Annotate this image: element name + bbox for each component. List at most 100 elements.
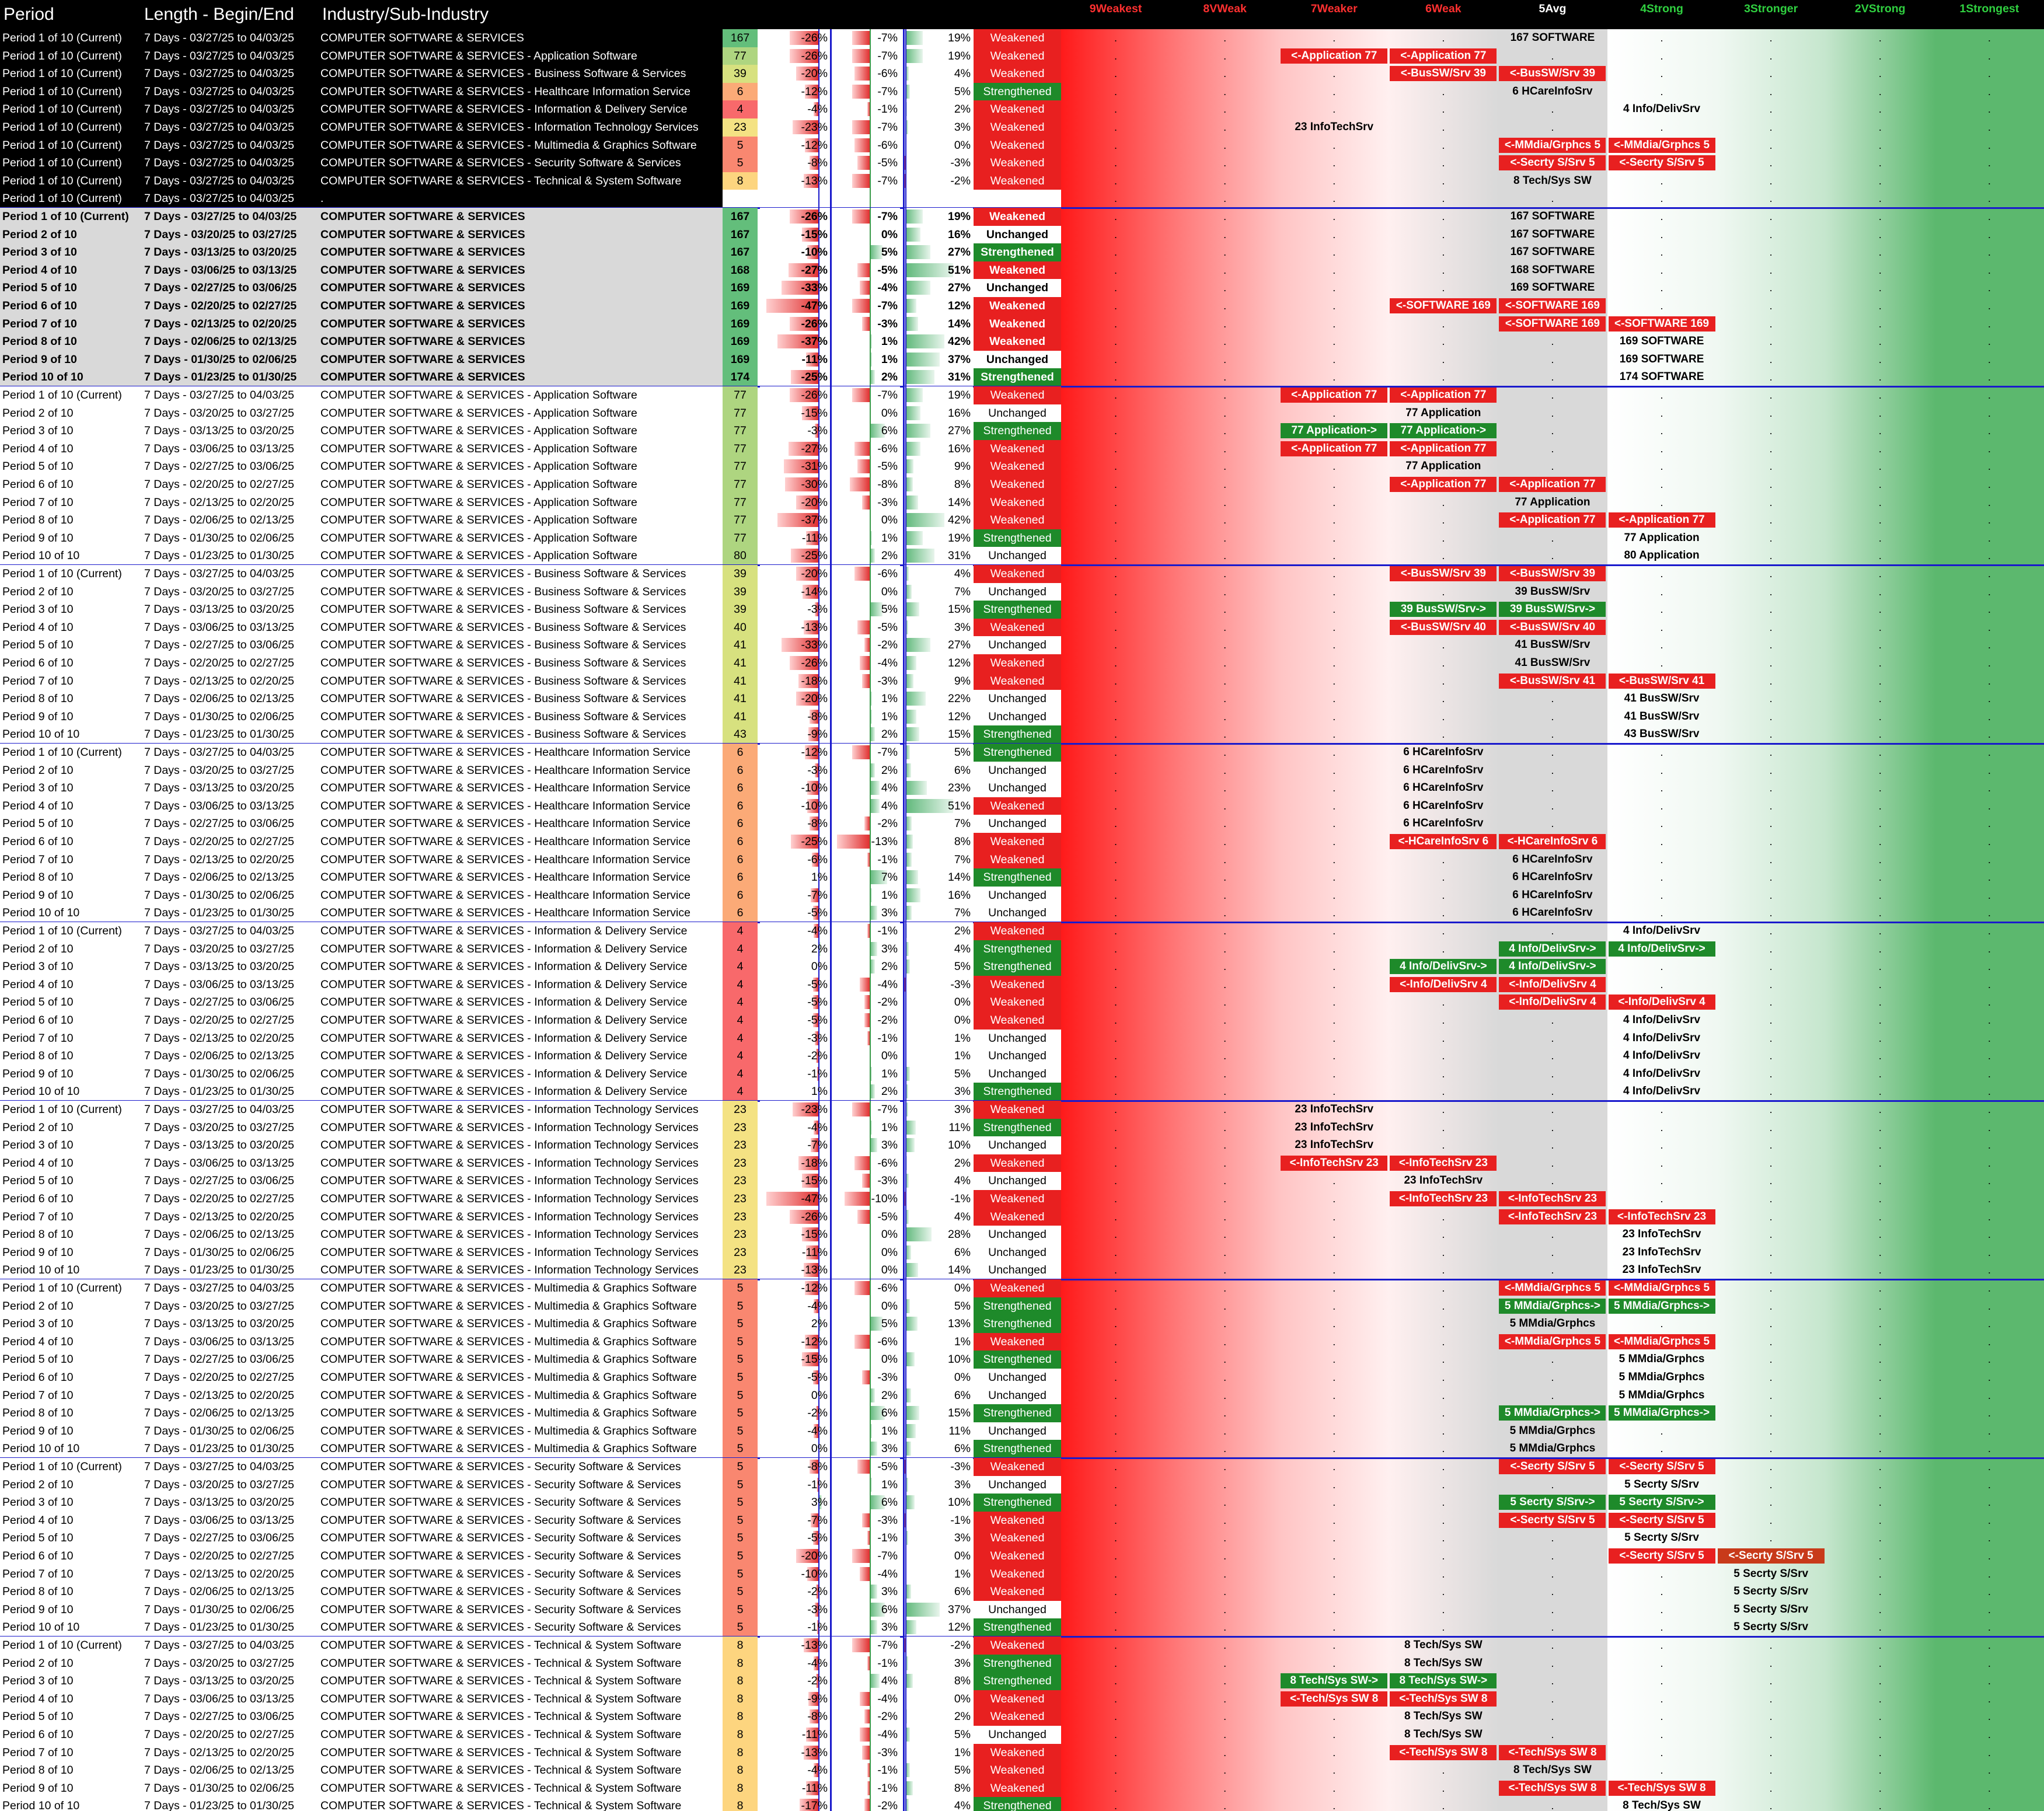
header-zone-3[interactable]: 7Weaker <box>1310 2 1358 15</box>
zone-label[interactable]: 174 SOFTWARE <box>1619 371 1704 383</box>
zone-label[interactable]: <-BusSW/Srv 39 <box>1390 566 1497 581</box>
table-row[interactable]: Period 1 of 10 (Current) 7 Days - 03/27/2… <box>0 565 2044 583</box>
zone-label[interactable]: <-Application 77 <box>1390 48 1497 64</box>
table-row[interactable]: Period 4 of 10 7 Days - 03/06/25 to 03/13… <box>0 261 2044 280</box>
zone-label[interactable]: <-Secrty S/Srv 5 <box>1499 1459 1606 1474</box>
table-row[interactable]: Period 1 of 10 (Current) 7 Days - 03/27/2… <box>0 1458 2044 1476</box>
zone-label[interactable]: 4 Info/DelivSrv <box>1623 924 1701 937</box>
zone-label[interactable]: 8 Tech/Sys SW <box>1513 1764 1592 1777</box>
table-row[interactable]: Period 7 of 10 7 Days - 02/13/25 to 02/20… <box>0 1386 2044 1405</box>
table-row[interactable]: Period 5 of 10 7 Days - 02/27/25 to 03/06… <box>0 1708 2044 1726</box>
table-row[interactable]: Period 7 of 10 7 Days - 02/13/25 to 02/20… <box>0 1743 2044 1762</box>
zone-label[interactable]: 39 BusSW/Srv <box>1515 585 1590 598</box>
zone-label[interactable]: 23 InfoTechSrv <box>1622 1228 1701 1241</box>
zone-label[interactable]: <-BusSW/Srv 41 <box>1608 673 1715 689</box>
zone-label[interactable]: 5 Secrty S/Srv <box>1733 1603 1809 1615</box>
table-row[interactable]: Period 8 of 10 7 Days - 02/06/25 to 02/13… <box>0 333 2044 351</box>
header-zone-6[interactable]: 4Strong <box>1640 2 1683 15</box>
table-row[interactable]: Period 2 of 10 7 Days - 03/20/25 to 03/27… <box>0 1475 2044 1494</box>
table-row[interactable]: Period 3 of 10 7 Days - 03/13/25 to 03/20… <box>0 243 2044 261</box>
zone-label[interactable]: <-Application 77 <box>1499 477 1606 492</box>
table-row[interactable]: Period 10 of 10 7 Days - 01/23/25 to 01/3… <box>0 1440 2044 1458</box>
zone-label[interactable]: <-MMdia/Grphcs 5 <box>1608 1280 1715 1296</box>
table-row[interactable]: Period 5 of 10 7 Days - 02/27/25 to 03/06… <box>0 1172 2044 1190</box>
zone-label[interactable]: 4 Info/DelivSrv-> <box>1499 959 1606 975</box>
table-row[interactable]: Period 2 of 10 7 Days - 03/20/25 to 03/27… <box>0 225 2044 244</box>
table-row[interactable]: Period 6 of 10 7 Days - 02/20/25 to 02/27… <box>0 1726 2044 1744</box>
table-row[interactable]: Period 1 of 10 (Current) 7 Days - 03/27/2… <box>0 190 2044 208</box>
header-zone-9[interactable]: 1Strongest <box>1959 2 2019 15</box>
table-row[interactable]: Period 9 of 10 7 Days - 01/30/25 to 02/06… <box>0 886 2044 905</box>
zone-label[interactable]: 5 MMdia/Grphcs <box>1509 1317 1596 1330</box>
header-zone-1[interactable]: 9Weakest <box>1089 2 1142 15</box>
zone-label[interactable]: 4 Info/DelivSrv <box>1623 1049 1701 1062</box>
zone-label[interactable]: 77 Application <box>1405 406 1481 419</box>
zone-label[interactable]: 8 Tech/Sys SW <box>1404 1639 1483 1651</box>
table-row[interactable]: Period 5 of 10 7 Days - 02/27/25 to 03/06… <box>0 458 2044 476</box>
zone-label[interactable]: 41 BusSW/Srv <box>1515 657 1590 669</box>
table-row[interactable]: Period 4 of 10 7 Days - 03/06/25 to 03/13… <box>0 439 2044 458</box>
zone-label[interactable]: 80 Application <box>1624 549 1700 562</box>
table-row[interactable]: Period 6 of 10 7 Days - 02/20/25 to 02/27… <box>0 654 2044 672</box>
table-row[interactable]: Period 3 of 10 7 Days - 03/13/25 to 03/20… <box>0 422 2044 440</box>
zone-label[interactable]: <-Info/DelivSrv 4 <box>1390 976 1497 992</box>
header-max[interactable]: Max <box>927 2 949 15</box>
zone-label[interactable]: <-InfoTechSrv 23 <box>1281 1155 1388 1171</box>
zone-label[interactable]: 4 Info/DelivSrv-> <box>1390 959 1497 975</box>
zone-label[interactable]: 5 MMdia/Grphcs-> <box>1608 1298 1715 1314</box>
header-industry[interactable]: Industry/Sub-Industry <box>322 5 489 24</box>
table-row[interactable]: Period 1 of 10 (Current) 7 Days - 03/27/2… <box>0 744 2044 762</box>
zone-label[interactable]: 5 MMdia/Grphcs-> <box>1499 1405 1606 1421</box>
table-row[interactable]: Period 1 of 10 (Current) 7 Days - 03/27/2… <box>0 1279 2044 1297</box>
zone-label[interactable]: <-Application 77 <box>1390 477 1497 492</box>
table-row[interactable]: Period 7 of 10 7 Days - 02/13/25 to 02/20… <box>0 1029 2044 1048</box>
zone-label[interactable]: 5 Secrty S/Srv-> <box>1608 1495 1715 1510</box>
zone-label[interactable]: <-MMdia/Grphcs 5 <box>1608 1334 1715 1349</box>
zone-label[interactable]: 6 HCareInfoSrv <box>1403 763 1484 776</box>
header-length[interactable]: Length - Begin/End <box>144 5 294 24</box>
zone-label[interactable]: 5 Secrty S/Srv <box>1624 1531 1699 1544</box>
table-row[interactable]: Period 4 of 10 7 Days - 03/06/25 to 03/13… <box>0 1154 2044 1173</box>
zone-label[interactable]: <-Application 77 <box>1499 512 1606 528</box>
zone-label[interactable]: <-InfoTechSrv 23 <box>1499 1209 1606 1224</box>
zone-label[interactable]: <-BusSW/Srv 40 <box>1390 619 1497 635</box>
table-row[interactable]: Period 4 of 10 7 Days - 03/06/25 to 03/13… <box>0 1690 2044 1708</box>
zone-label[interactable]: 167 SOFTWARE <box>1510 210 1595 222</box>
table-row[interactable]: Period 5 of 10 7 Days - 02/27/25 to 03/06… <box>0 993 2044 1011</box>
table-row[interactable]: Period 2 of 10 7 Days - 03/20/25 to 03/27… <box>0 1118 2044 1137</box>
table-row[interactable]: Period 3 of 10 7 Days - 03/13/25 to 03/20… <box>0 779 2044 797</box>
table-row[interactable]: Period 4 of 10 7 Days - 03/06/25 to 03/13… <box>0 1332 2044 1351</box>
table-row[interactable]: Period 2 of 10 7 Days - 03/20/25 to 03/27… <box>0 582 2044 601</box>
header-zone-7[interactable]: 3Stronger <box>1744 2 1798 15</box>
table-row[interactable]: Period 7 of 10 7 Days - 02/13/25 to 02/20… <box>0 1565 2044 1583</box>
table-row[interactable]: Period 9 of 10 7 Days - 01/30/25 to 02/06… <box>0 350 2044 369</box>
zone-label[interactable]: 23 InfoTechSrv <box>1622 1245 1701 1258</box>
zone-label[interactable]: <-Secrty S/Srv 5 <box>1608 1548 1715 1564</box>
zone-label[interactable]: <-SOFTWARE 169 <box>1499 298 1606 313</box>
zone-label[interactable]: <-MMdia/Grphcs 5 <box>1499 137 1606 153</box>
table-row[interactable]: Period 5 of 10 7 Days - 02/27/25 to 03/06… <box>0 636 2044 654</box>
zone-label[interactable]: 5 MMdia/Grphcs <box>1509 1442 1596 1455</box>
zone-label[interactable]: <-MMdia/Grphcs 5 <box>1499 1280 1606 1296</box>
zone-label[interactable]: <-HCareInfoSrv 6 <box>1390 834 1497 849</box>
table-row[interactable]: Period 8 of 10 7 Days - 02/06/25 to 02/13… <box>0 868 2044 887</box>
zone-label[interactable]: <-Secrty S/Srv 5 <box>1499 1512 1606 1528</box>
header-zone-5[interactable]: 5Avg <box>1539 2 1567 15</box>
header-zone-2[interactable]: 8VWeak <box>1203 2 1247 15</box>
table-row[interactable]: Period 7 of 10 7 Days - 02/13/25 to 02/20… <box>0 850 2044 869</box>
table-row[interactable]: Period 9 of 10 7 Days - 01/30/25 to 02/06… <box>0 1243 2044 1262</box>
zone-label[interactable]: 4 Info/DelivSrv <box>1623 1031 1701 1044</box>
zone-label[interactable]: 77 Application <box>1405 460 1481 473</box>
zone-label[interactable]: 4 Info/DelivSrv <box>1623 1014 1701 1026</box>
zone-label[interactable]: 5 Secrty S/Srv <box>1733 1585 1809 1598</box>
zone-label[interactable]: 5 MMdia/Grphcs <box>1619 1388 1705 1401</box>
zone-label[interactable]: 8 Tech/Sys SW-> <box>1281 1673 1388 1689</box>
table-row[interactable]: Period 2 of 10 7 Days - 03/20/25 to 03/27… <box>0 1297 2044 1315</box>
table-row[interactable]: Period 3 of 10 7 Days - 03/13/25 to 03/20… <box>0 1494 2044 1512</box>
table-row[interactable]: Period 9 of 10 7 Days - 01/30/25 to 02/06… <box>0 1779 2044 1798</box>
zone-label[interactable]: 6 HCareInfoSrv <box>1512 906 1593 919</box>
zone-label[interactable]: <-BusSW/Srv 40 <box>1499 619 1606 635</box>
zone-label[interactable]: 169 SOFTWARE <box>1619 335 1704 348</box>
table-row[interactable]: Period 1 of 10 (Current) 7 Days - 03/27/2… <box>0 65 2044 83</box>
table-row[interactable]: Period 2 of 10 7 Days - 03/20/25 to 03/27… <box>0 1654 2044 1673</box>
